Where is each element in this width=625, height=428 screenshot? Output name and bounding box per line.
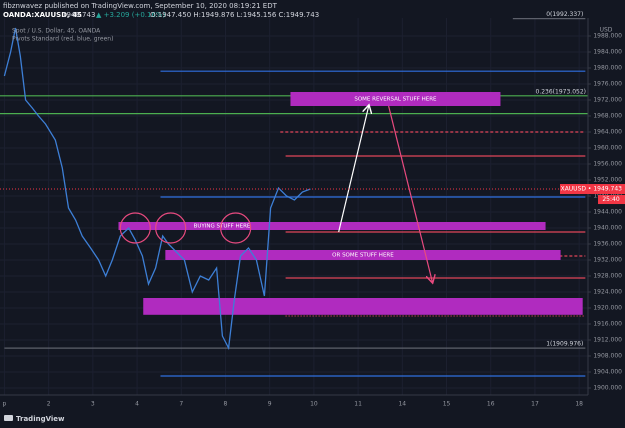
- y-tick-label: 1928.000: [593, 273, 622, 280]
- y-tick-label: 1972.000: [593, 97, 622, 104]
- y-tick-label: 1936.000: [593, 241, 622, 248]
- x-tick-label: 4: [135, 401, 139, 408]
- logo-icon: [4, 415, 13, 421]
- last: 1949.743: [62, 11, 95, 19]
- x-tick-label: 3: [91, 401, 95, 408]
- symbol: OANDA:XAUUSD, 45: [3, 11, 82, 19]
- x-tick-label: 7: [179, 401, 183, 408]
- last-price-label: XAUUSD • 1949.743: [561, 186, 623, 193]
- y-tick-label: 1968.000: [593, 113, 622, 120]
- level-label: 0.236(1973.052): [536, 88, 587, 95]
- level-label: 0(1992.337): [546, 11, 583, 18]
- change: ▲ +3.209 (+0.16%): [96, 11, 166, 19]
- plot-area: 0(1992.337) 0.236(1973.052) 1(1909.976) SOM…: [0, 11, 588, 395]
- x-tick-label: 18: [575, 401, 583, 408]
- price-line: [3, 27, 311, 351]
- legend-line: Spot / U.S. Dollar, 45, OANDA: [12, 28, 101, 35]
- level-label: 1(1909.976): [546, 341, 583, 348]
- x-tick-label: 17: [531, 401, 539, 408]
- zone-label: BUYING STUFF HERE: [194, 224, 251, 230]
- zone: [165, 250, 561, 260]
- x-tick-label: 10: [310, 401, 318, 408]
- arrow: [338, 106, 369, 233]
- arrow: [388, 105, 433, 282]
- x-tick-label: 8: [224, 401, 228, 408]
- y-tick-label: 1980.000: [593, 65, 622, 72]
- last-price-tag: [560, 184, 625, 195]
- y-tick-label: 1904.000: [593, 369, 622, 376]
- y-tick-label: 1956.000: [593, 161, 622, 168]
- y-tick-label: 1988.000: [593, 33, 622, 40]
- y-tick-label: 1912.000: [593, 337, 622, 344]
- x-tick-label: 9: [268, 401, 272, 408]
- y-tick-label: 1960.000: [593, 145, 622, 152]
- zone: [290, 92, 501, 106]
- highlight-circle: [220, 212, 252, 244]
- y-tick-label: 1924.000: [593, 289, 622, 296]
- y-tick-label: 1940.000: [593, 225, 622, 232]
- y-tick-label: 1976.000: [593, 81, 622, 88]
- author-line: fibznwavez published on TradingView.com,…: [3, 2, 278, 10]
- zone-label: SOME REVERSAL STUFF HERE: [354, 97, 437, 103]
- y-tick-label: 1932.000: [593, 257, 622, 264]
- y-tick-label: 1920.000: [593, 305, 622, 312]
- x-tick-label: 15: [443, 401, 451, 408]
- y-tick-label: 1964.000: [593, 129, 622, 136]
- x-tick-label: 14: [398, 401, 406, 408]
- ohlc: O:1947.450 H:1949.876 L:1945.156 C:1949.…: [150, 11, 319, 19]
- countdown: 25:40: [602, 196, 619, 203]
- logo: TradingView: [16, 415, 65, 423]
- y-tick-label: 1984.000: [593, 49, 622, 56]
- zone-label: OR SOME STUFF HERE: [332, 253, 394, 259]
- zone: [118, 222, 546, 230]
- axis-unit: USD: [600, 27, 613, 34]
- zone: [143, 298, 583, 315]
- highlight-circle: [155, 212, 187, 244]
- x-tick-label: 2: [47, 401, 51, 408]
- countdown-tag: [598, 195, 625, 205]
- legend-line: Pivots Standard (red, blue, green): [12, 36, 113, 43]
- y-tick-label: 1952.000: [593, 177, 622, 184]
- x-tick-label: 16: [487, 401, 495, 408]
- highlight-circle: [119, 212, 151, 244]
- y-tick-label: 1908.000: [593, 353, 622, 360]
- y-tick-label: 1900.000: [593, 385, 622, 392]
- x-tick-label: 11: [354, 401, 362, 408]
- y-tick-label: 1944.000: [593, 209, 622, 216]
- y-tick-label: 1916.000: [593, 321, 622, 328]
- x-tick-label: p: [3, 401, 7, 408]
